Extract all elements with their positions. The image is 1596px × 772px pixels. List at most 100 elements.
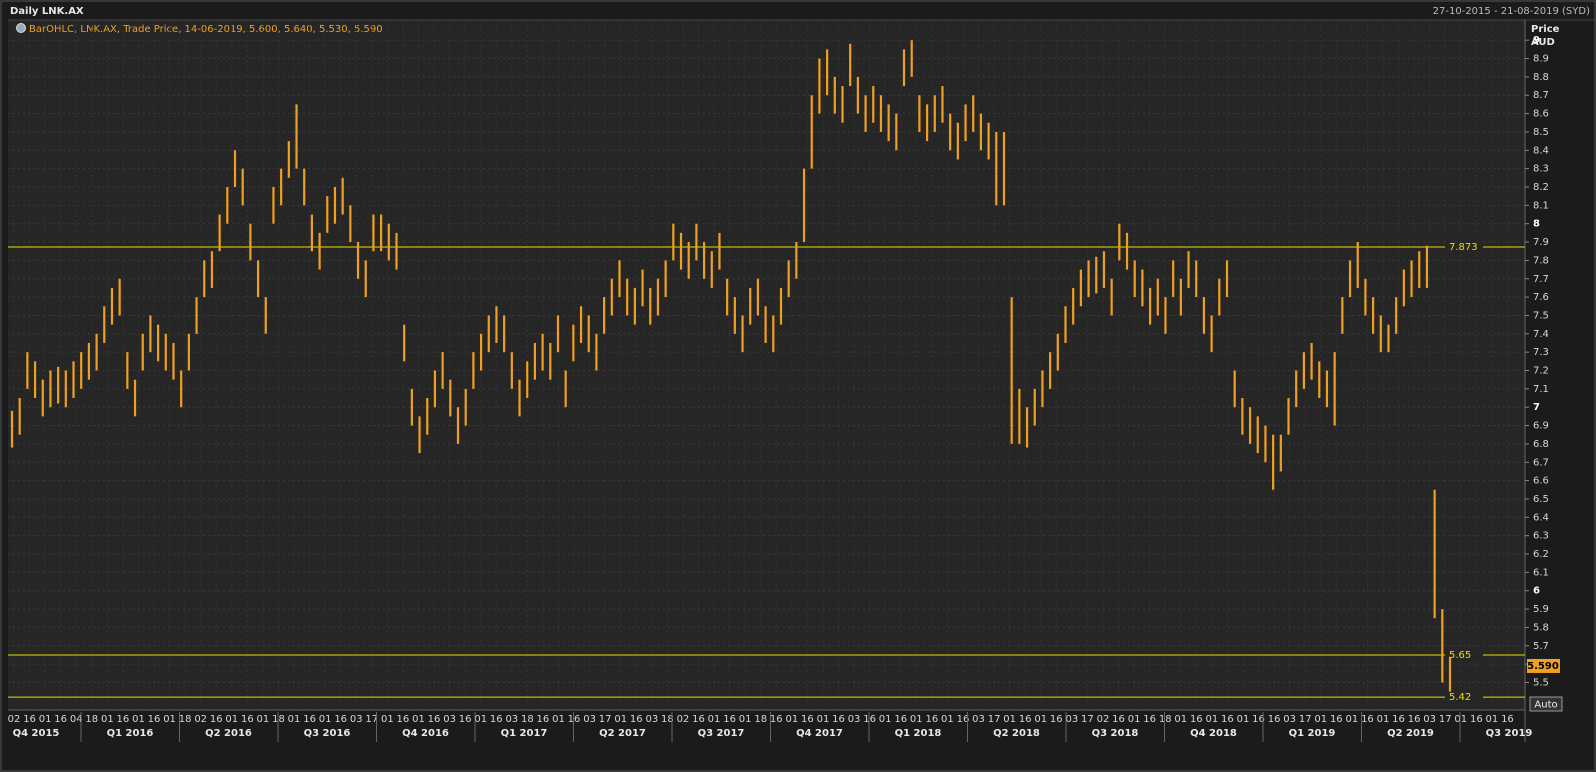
x-tick-label: 16 [957,714,970,725]
x-tick-label: 16 [894,714,907,725]
quarter-label: Q2 2018 [993,728,1040,739]
x-tick-label: 01 [614,714,627,725]
x-tick-label: 03 [443,714,456,725]
y-tick-label: 5.7 [1533,641,1549,652]
x-tick-label: 03 [583,714,596,725]
line-label-bg [1445,648,1483,661]
x-tick-label: 01 [1314,714,1327,725]
x-tick-label: 03 [1423,714,1436,725]
line-label: 7.873 [1449,242,1478,253]
y-tick-label: 5.5 [1533,677,1549,688]
y-tick-label: 7.1 [1533,384,1549,395]
x-tick-label: 01 [1003,714,1016,725]
line-label-bg [1445,241,1483,254]
x-tick-label: 16 [459,714,472,725]
x-tick-label: 02 [677,714,690,725]
auto-button[interactable] [1529,696,1563,712]
quarter-label: Q1 2018 [895,728,942,739]
x-tick-label: 16 [54,714,67,725]
auto-button-label[interactable]: Auto [1534,700,1557,711]
x-tick-label: 16 [925,714,938,725]
x-tick-label: 17 [1081,714,1094,725]
quarter-label: Q1 2019 [1289,728,1336,739]
x-tick-label: 03 [972,714,985,725]
y-tick-label: 6.9 [1533,421,1549,432]
y-tick-label: 5.8 [1533,622,1549,633]
x-tick-label: 02 [194,714,207,725]
quarter-label: Q1 2017 [501,728,548,739]
quarter-label: Q3 2017 [698,728,745,739]
x-tick-label: 17 [1299,714,1312,725]
x-tick-label: 01 [1034,714,1047,725]
x-tick-label: 01 [708,714,721,725]
quarter-label: Q4 2018 [1190,728,1237,739]
x-tick-label: 18 [754,714,767,725]
x-tick-label: 16 [490,714,503,725]
x-tick-label: 16 [428,714,441,725]
x-tick-label: 16 [537,714,550,725]
y-tick-label: 6.6 [1533,476,1549,487]
x-tick-label: 16 [630,714,643,725]
x-tick-label: 16 [117,714,130,725]
x-tick-label: 16 [801,714,814,725]
y-tick-label: 8.6 [1533,109,1549,120]
x-tick-label: 16 [723,714,736,725]
y-tick-label: 7.2 [1533,366,1549,377]
y-tick-label: 8.9 [1533,54,1549,65]
y-tick-label: 8.7 [1533,90,1549,101]
x-tick-label: 01 [1346,714,1359,725]
x-tick-label: 01 [257,714,270,725]
quarter-label: Q1 2016 [107,728,154,739]
quarter-label: Q4 2016 [402,728,449,739]
y-tick-label: 6.8 [1533,439,1549,450]
y-tick-label: 7.9 [1533,237,1549,248]
x-tick-label: 01 [319,714,332,725]
x-tick-label: 16 [303,714,316,725]
x-tick-label: 16 [210,714,223,725]
y-tick-label: 8.3 [1533,164,1549,175]
quarter-label: Q4 2015 [13,728,60,739]
last-price-label: 5.590 [1527,661,1559,672]
x-tick-label: 03 [505,714,518,725]
y-tick-label: 6.7 [1533,457,1549,468]
quarter-label: Q3 2019 [1486,728,1533,739]
quarter-label: Q2 2019 [1387,728,1434,739]
x-tick-label: 01 [225,714,238,725]
x-tick-label: 01 [474,714,487,725]
x-tick-label: 01 [1174,714,1187,725]
y-axis-label: Price [1531,24,1560,35]
x-tick-label: 16 [692,714,705,725]
y-tick-label: 6.1 [1533,567,1549,578]
x-tick-label: 03 [1283,714,1296,725]
x-tick-label: 01 [1377,714,1390,725]
x-tick-label: 01 [879,714,892,725]
x-tick-label: 02 [8,714,21,725]
x-tick-label: 01 [132,714,145,725]
chart-title: Daily LNK.AX [10,6,84,17]
quarter-label: Q2 2017 [599,728,646,739]
y-axis-unit: AUD [1531,37,1555,48]
x-tick-label: 01 [910,714,923,725]
y-tick-label: 6.4 [1533,512,1549,523]
x-tick-label: 16 [241,714,254,725]
x-tick-label: 16 [1408,714,1421,725]
y-tick-label: 8.8 [1533,72,1549,83]
x-tick-label: 18 [179,714,192,725]
x-tick-label: 01 [941,714,954,725]
x-tick-label: 16 [1330,714,1343,725]
x-tick-label: 17 [365,714,378,725]
y-tick-label: 7.7 [1533,274,1549,285]
y-tick-label: 8.4 [1533,145,1549,156]
quarter-label: Q2 2016 [205,728,252,739]
x-tick-label: 16 [1392,714,1405,725]
y-tick-label: 7.5 [1533,310,1549,321]
y-tick-label: 8.1 [1533,200,1549,211]
x-tick-label: 02 [1097,714,1110,725]
x-tick-label: 17 [599,714,612,725]
y-tick-label: 6.2 [1533,549,1549,560]
x-tick-label: 16 [1190,714,1203,725]
x-tick-label: 01 [1128,714,1141,725]
line-label: 5.65 [1449,650,1471,661]
x-tick-label: 01 [739,714,752,725]
